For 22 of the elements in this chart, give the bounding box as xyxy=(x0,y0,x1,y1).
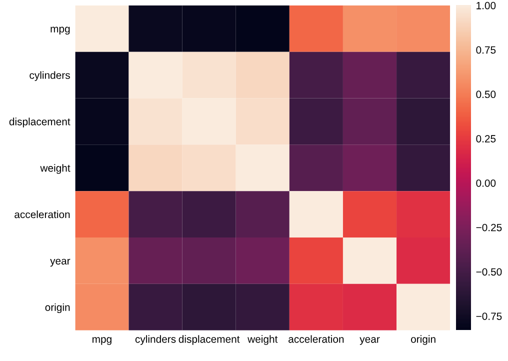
x-tick-label: origin xyxy=(411,335,436,345)
y-tick-label: acceleration xyxy=(14,210,70,218)
x-tick-label: cylinders xyxy=(135,335,176,345)
color-bar-label: 0.50 xyxy=(476,90,496,98)
color-bar-label: 0.25 xyxy=(476,135,496,142)
color-bar-label: 1.00 xyxy=(476,2,496,10)
color-bar-label: −0.75 xyxy=(476,312,502,320)
x-tick-label: acceleration xyxy=(288,335,344,343)
color-bar-label: 0.75 xyxy=(476,46,496,54)
color-bar-label: −0.50 xyxy=(476,268,502,276)
y-tick-label: origin xyxy=(45,303,70,314)
x-tick-label: weight xyxy=(248,335,278,345)
x-tick-label: mpg xyxy=(92,337,112,345)
y-tick-label: year xyxy=(50,258,70,267)
y-tick-label: displacement xyxy=(9,118,70,128)
x-tick-label: year xyxy=(360,337,380,345)
y-tick-label: weight xyxy=(40,164,70,174)
y-tick-label: mpg xyxy=(50,26,70,35)
y-tick-label: cylinders xyxy=(30,71,70,81)
x-tick-label: displacement xyxy=(178,335,240,345)
color-bar-label: 0.00 xyxy=(476,179,496,187)
color-bar-label: −0.25 xyxy=(476,224,502,232)
